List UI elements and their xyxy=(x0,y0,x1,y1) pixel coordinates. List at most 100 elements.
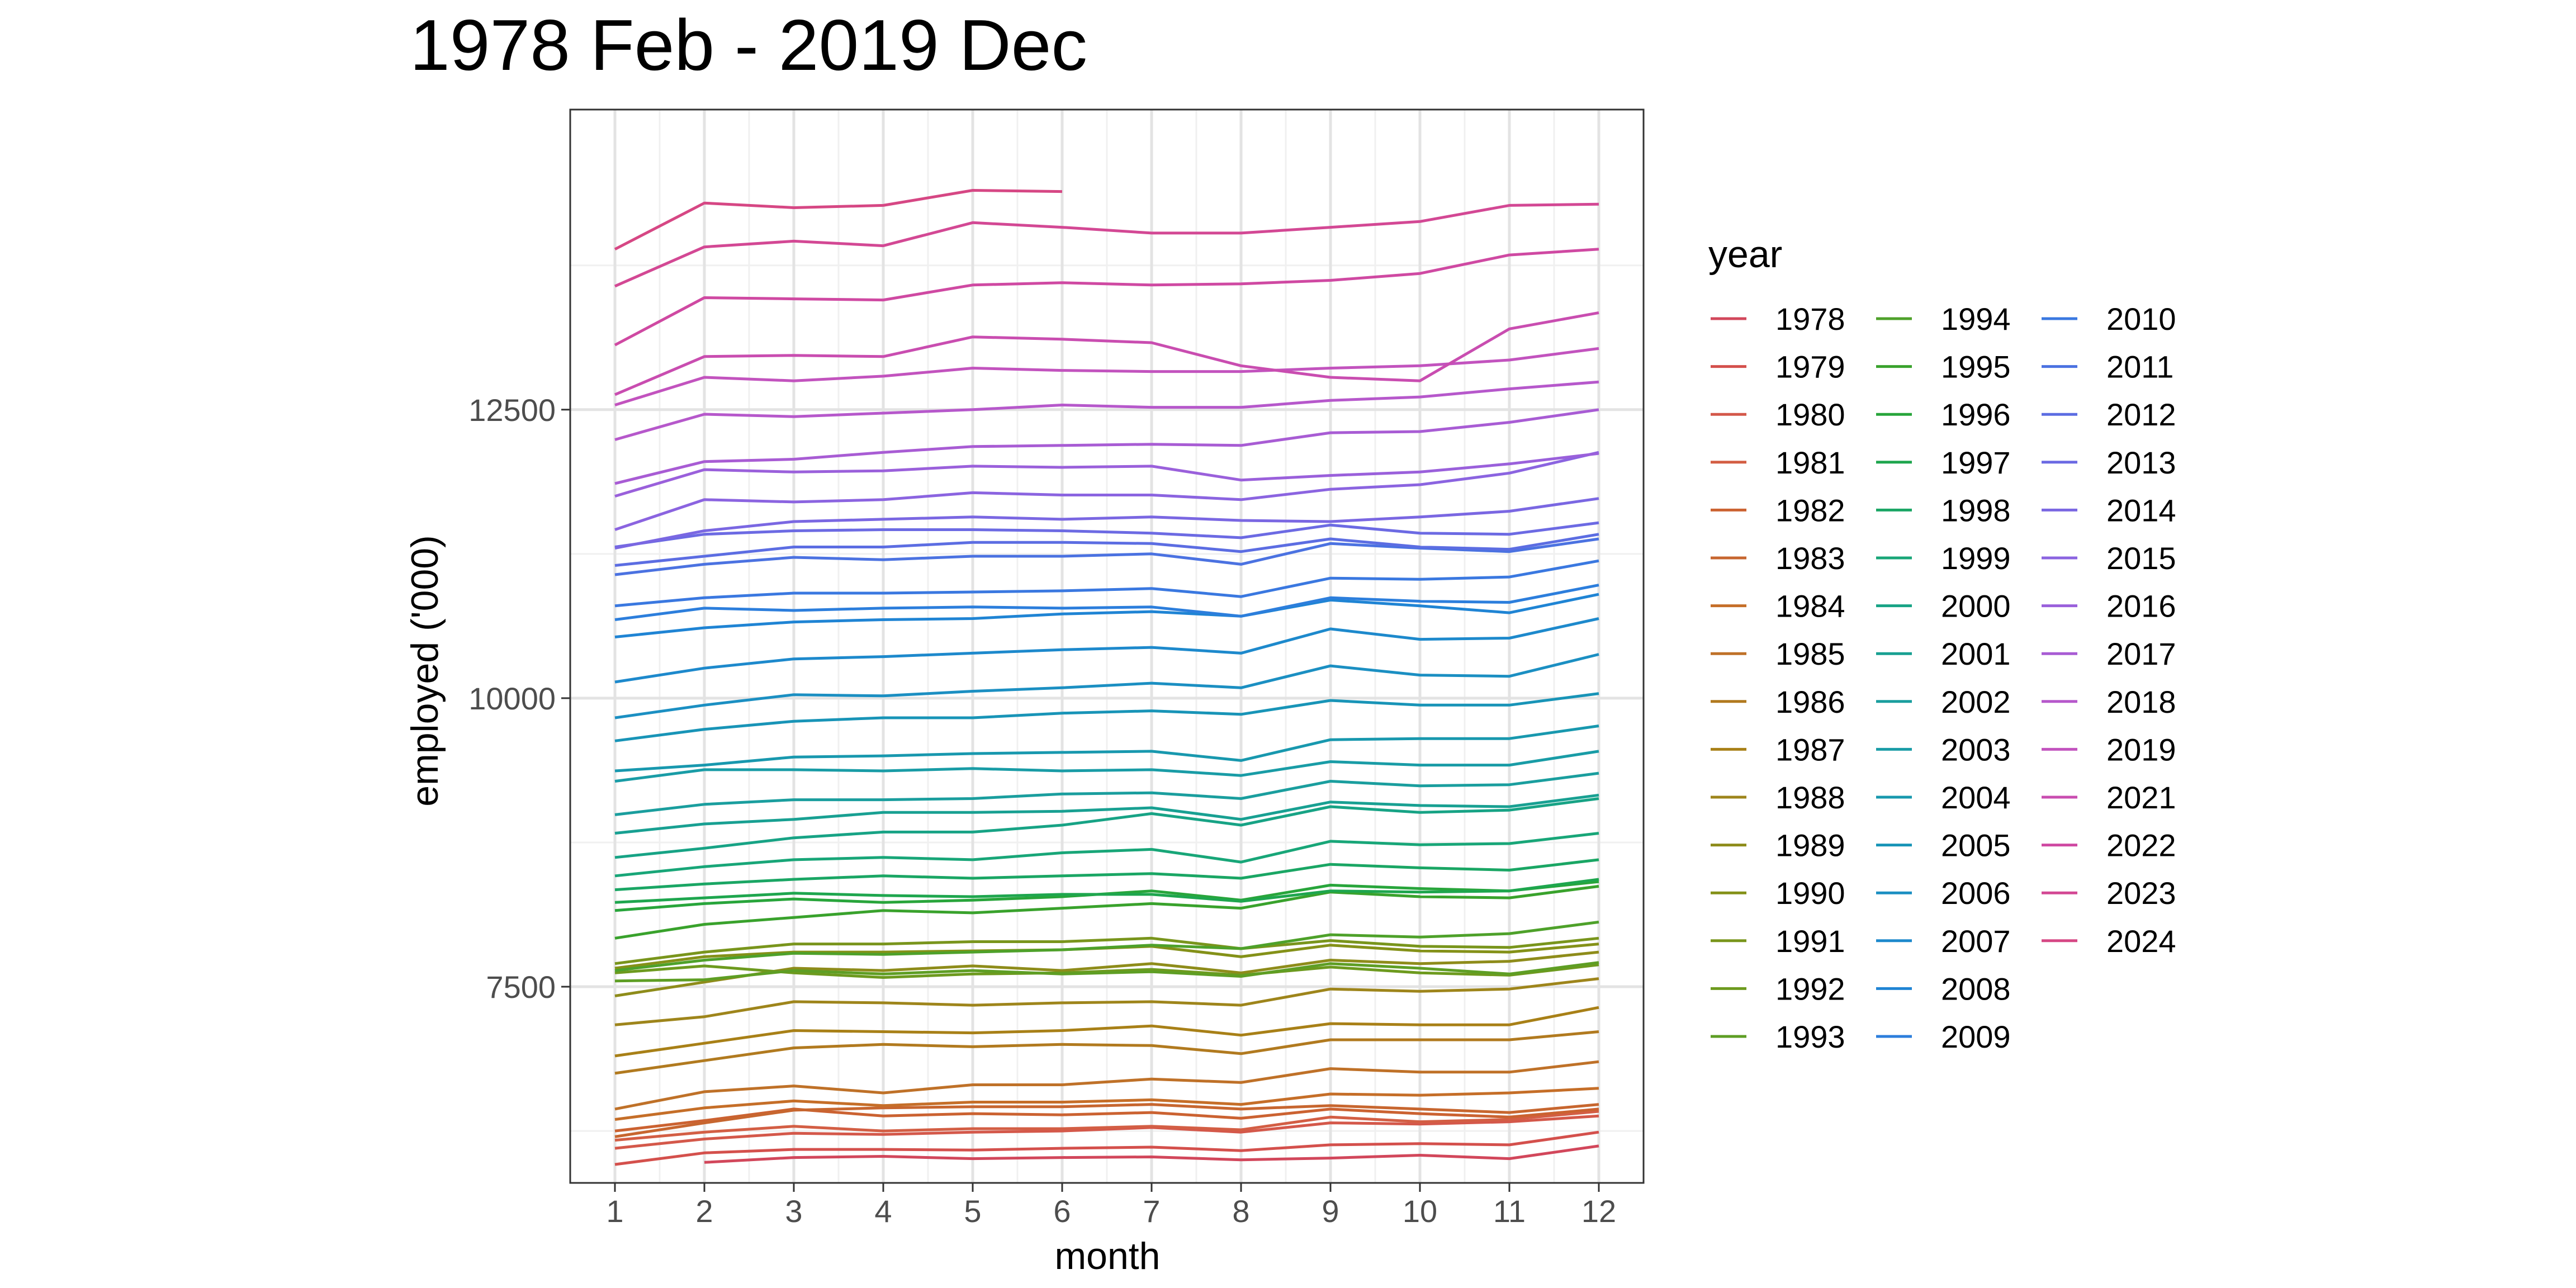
x-tick-label: 12 xyxy=(1581,1194,1616,1229)
legend-label: 1986 xyxy=(1775,684,1845,719)
series-line-2016 xyxy=(614,452,1599,498)
legend-label: 2017 xyxy=(2106,636,2176,671)
y-tick-label: 10000 xyxy=(468,681,556,716)
legend-item-1993: 1993 xyxy=(1711,1019,1845,1054)
legend-item-1980: 1980 xyxy=(1711,397,1845,432)
legend-item-2002: 2002 xyxy=(1876,684,2011,719)
legend-label: 1999 xyxy=(1941,541,2011,576)
series-line-2017 xyxy=(614,408,1599,485)
legend-label: 2016 xyxy=(2106,589,2176,624)
series-line-2001 xyxy=(614,793,1599,835)
series-line-1998 xyxy=(614,858,1599,892)
legend-item-2016: 2016 xyxy=(2042,589,2176,624)
series-line-1978 xyxy=(704,1144,1599,1164)
legend-label: 2006 xyxy=(1941,875,2011,911)
series-line-2018 xyxy=(614,380,1599,441)
series-line-1980 xyxy=(614,1114,1599,1150)
legend-label: 2024 xyxy=(2106,924,2176,959)
x-tick-label: 6 xyxy=(1053,1194,1071,1229)
legend-item-1981: 1981 xyxy=(1711,445,1845,480)
legend-label: 2005 xyxy=(1941,828,2011,863)
legend-item-1992: 1992 xyxy=(1711,971,1845,1006)
x-axis: 1 2 3 4 5 6 7 8 9 10 11 12 xyxy=(606,1183,1616,1229)
legend-item-1984: 1984 xyxy=(1711,589,1845,624)
legend-item-2001: 2001 xyxy=(1876,636,2011,671)
legend-label: 1993 xyxy=(1775,1019,1845,1054)
legend-item-1985: 1985 xyxy=(1711,636,1845,671)
x-tick-label: 3 xyxy=(785,1194,802,1229)
series-line-1985 xyxy=(614,1060,1599,1111)
legend-label: 1992 xyxy=(1775,971,1845,1006)
series-line-2000 xyxy=(614,797,1599,859)
legend-item-1987: 1987 xyxy=(1711,732,1845,767)
legend-label: 1981 xyxy=(1775,445,1845,480)
legend-label: 1987 xyxy=(1775,732,1845,767)
y-tick-label: 7500 xyxy=(486,969,556,1005)
panel-border xyxy=(569,108,1645,1184)
series-line-1995 xyxy=(614,884,1599,940)
legend-item-2006: 2006 xyxy=(1876,875,2011,911)
legend-label: 2009 xyxy=(1941,1019,2011,1054)
x-axis-title: month xyxy=(1055,1235,1161,1277)
legend-label: 1990 xyxy=(1775,875,1845,911)
legend-label: 2023 xyxy=(2106,875,2176,911)
series-line-2023 xyxy=(614,202,1599,288)
legend-item-2005: 2005 xyxy=(1876,828,2011,863)
legend-label: 1991 xyxy=(1775,924,1845,959)
legend-item-1999: 1999 xyxy=(1876,541,2011,576)
series-line-2014 xyxy=(614,497,1599,550)
x-tick-label: 8 xyxy=(1232,1194,1249,1229)
legend-label: 2021 xyxy=(2106,780,2176,815)
legend-item-1978: 1978 xyxy=(1711,301,1845,337)
legend-item-1982: 1982 xyxy=(1711,493,1845,528)
legend-label: 2011 xyxy=(2106,349,2174,385)
series-line-2008 xyxy=(614,593,1599,638)
legend-label: 2008 xyxy=(1941,971,2011,1006)
legend-label: 1978 xyxy=(1775,301,1845,337)
series-line-2012 xyxy=(614,533,1599,567)
legend-label: 1984 xyxy=(1775,589,1845,624)
x-tick-label: 9 xyxy=(1322,1194,1339,1229)
series-line-2004 xyxy=(614,724,1599,773)
legend-item-2008: 2008 xyxy=(1876,971,2011,1006)
legend-item-1998: 1998 xyxy=(1876,493,2011,528)
series-line-2015 xyxy=(614,451,1599,531)
legend-item-1996: 1996 xyxy=(1876,397,2011,432)
series-line-1988 xyxy=(614,977,1599,1026)
x-tick-label: 4 xyxy=(874,1194,892,1229)
legend-item-2013: 2013 xyxy=(2042,445,2176,480)
legend-item-2023: 2023 xyxy=(2042,875,2176,911)
legend-item-2007: 2007 xyxy=(1876,924,2011,959)
x-tick-label: 1 xyxy=(606,1194,623,1229)
legend-label: 1979 xyxy=(1775,349,1845,385)
legend-item-1991: 1991 xyxy=(1711,924,1845,959)
y-axis: 7500 10000 12500 xyxy=(468,392,570,1005)
series-line-2021 xyxy=(614,311,1599,396)
legend-item-2024: 2024 xyxy=(2042,924,2176,959)
legend-item-2022: 2022 xyxy=(2042,828,2176,863)
series-line-2009 xyxy=(614,584,1599,621)
legend-item-2003: 2003 xyxy=(1876,732,2011,767)
series-line-2013 xyxy=(614,521,1599,548)
legend-item-1997: 1997 xyxy=(1876,445,2011,480)
series-line-1993 xyxy=(614,961,1599,983)
series-line-2022 xyxy=(614,248,1599,347)
legend-label: 2002 xyxy=(1941,684,2011,719)
legend-label: 2004 xyxy=(1941,780,2011,815)
legend-item-2014: 2014 xyxy=(2042,493,2176,528)
series-line-2010 xyxy=(614,559,1599,608)
legend-label: 2014 xyxy=(2106,493,2176,528)
legend-item-1995: 1995 xyxy=(1876,349,2011,385)
legend-item-2011: 2011 xyxy=(2042,349,2174,385)
series-line-1984 xyxy=(614,1087,1599,1121)
series-line-2007 xyxy=(614,617,1599,684)
series-line-2006 xyxy=(614,653,1599,719)
legend-label: 1996 xyxy=(1941,397,2011,432)
legend-item-1988: 1988 xyxy=(1711,780,1845,815)
series-line-1999 xyxy=(614,832,1599,878)
y-axis-title: employed ('000) xyxy=(404,535,446,806)
chart-title: 1978 Feb - 2019 Dec xyxy=(410,5,1087,86)
legend-label: 2015 xyxy=(2106,541,2176,576)
legend-label: 1983 xyxy=(1775,541,1845,576)
series-line-1994 xyxy=(614,920,1599,972)
